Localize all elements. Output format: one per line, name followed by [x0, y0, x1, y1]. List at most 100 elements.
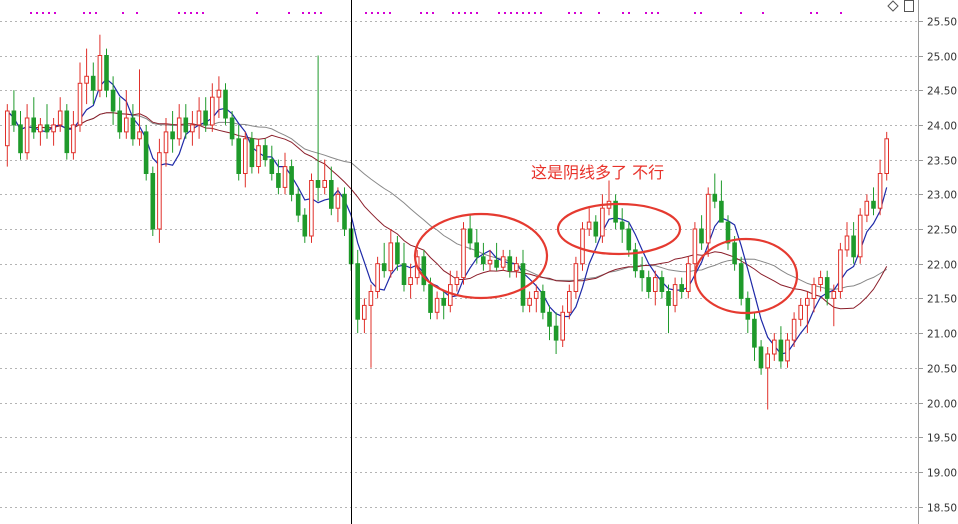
candle — [606, 180, 612, 216]
candle-body — [57, 110, 63, 126]
candle-body — [38, 124, 43, 133]
signal-dot — [574, 12, 576, 14]
ma-long-line — [6, 110, 887, 290]
candle-body — [329, 180, 334, 209]
candle-body — [163, 131, 169, 154]
candle-body — [712, 193, 718, 202]
candle — [388, 229, 394, 278]
candle — [514, 256, 519, 278]
signal-dot — [190, 12, 192, 14]
candle — [580, 222, 585, 271]
candle — [626, 222, 632, 257]
candle-body — [765, 353, 771, 369]
signal-dot — [810, 12, 812, 14]
candle-body — [871, 200, 876, 209]
candle — [864, 194, 870, 223]
candle — [170, 111, 175, 153]
candle-body — [210, 96, 215, 126]
price-tick-label: 25.50 — [927, 17, 957, 29]
signal-dot — [136, 12, 138, 14]
candle — [639, 256, 645, 292]
candle — [811, 277, 817, 313]
candle — [84, 48, 89, 105]
candle — [560, 305, 566, 347]
candle-body — [150, 173, 156, 230]
candle — [586, 208, 592, 236]
candle — [110, 76, 116, 125]
signal-dot — [42, 12, 44, 14]
signal-dot — [377, 12, 379, 14]
candle — [653, 270, 658, 306]
candle — [11, 90, 17, 132]
candle-body — [659, 277, 665, 293]
candle — [857, 208, 863, 264]
candle — [613, 194, 618, 229]
signal-dot — [202, 12, 204, 14]
candle-body — [600, 207, 605, 237]
candle — [143, 124, 149, 181]
signal-dot — [458, 12, 460, 14]
candle-body — [725, 221, 731, 244]
candle — [203, 97, 208, 132]
candle-body — [51, 124, 56, 133]
candle-body — [838, 249, 843, 292]
signal-dot — [30, 12, 32, 14]
candle-body — [494, 259, 499, 268]
candle-body — [613, 200, 618, 223]
price-tick-label: 22.50 — [927, 225, 957, 237]
signal-dot — [740, 12, 742, 14]
signal-dot — [371, 12, 373, 14]
candle — [342, 187, 347, 236]
candle-body — [236, 138, 241, 175]
signal-dot — [95, 12, 97, 14]
candle-body — [229, 117, 235, 140]
signal-dot — [498, 12, 500, 14]
candle — [31, 97, 36, 139]
candle — [785, 333, 790, 368]
price-tick-label: 20.50 — [927, 364, 957, 376]
candle-body — [216, 89, 222, 98]
candle-body — [375, 263, 380, 293]
candle — [725, 215, 731, 250]
candle-body — [507, 256, 513, 272]
candle-body — [77, 82, 83, 126]
candle — [573, 256, 579, 299]
candle — [408, 263, 413, 299]
candle-body — [24, 117, 30, 154]
diamond-icon[interactable] — [887, 0, 899, 12]
candle — [368, 284, 374, 368]
candle-body — [190, 124, 195, 133]
candle — [600, 194, 605, 243]
candle — [831, 284, 837, 327]
candle — [243, 131, 248, 188]
candle — [262, 138, 268, 167]
candle — [758, 340, 764, 375]
candle-body — [322, 180, 327, 188]
candle — [130, 104, 136, 146]
candle — [104, 48, 109, 98]
page-icon[interactable] — [904, 0, 914, 12]
candle — [249, 131, 255, 174]
signal-dot — [122, 12, 124, 14]
candle-body — [831, 291, 837, 299]
candle-body — [461, 228, 466, 279]
candle — [818, 270, 823, 292]
candle-body — [745, 297, 751, 320]
candle-body — [421, 256, 427, 286]
candle — [315, 55, 321, 202]
candle — [772, 333, 777, 361]
candle-body — [282, 166, 288, 188]
candle-body — [527, 297, 532, 306]
signal-dot — [178, 12, 180, 14]
candle — [448, 270, 453, 313]
candle — [176, 104, 182, 146]
top-right-icons[interactable] — [887, 0, 914, 12]
candle-body — [276, 173, 281, 188]
candle-body — [368, 291, 374, 306]
candle — [699, 215, 704, 250]
candle-body — [31, 117, 36, 133]
candle-body — [567, 291, 572, 313]
signal-dot — [308, 12, 310, 14]
